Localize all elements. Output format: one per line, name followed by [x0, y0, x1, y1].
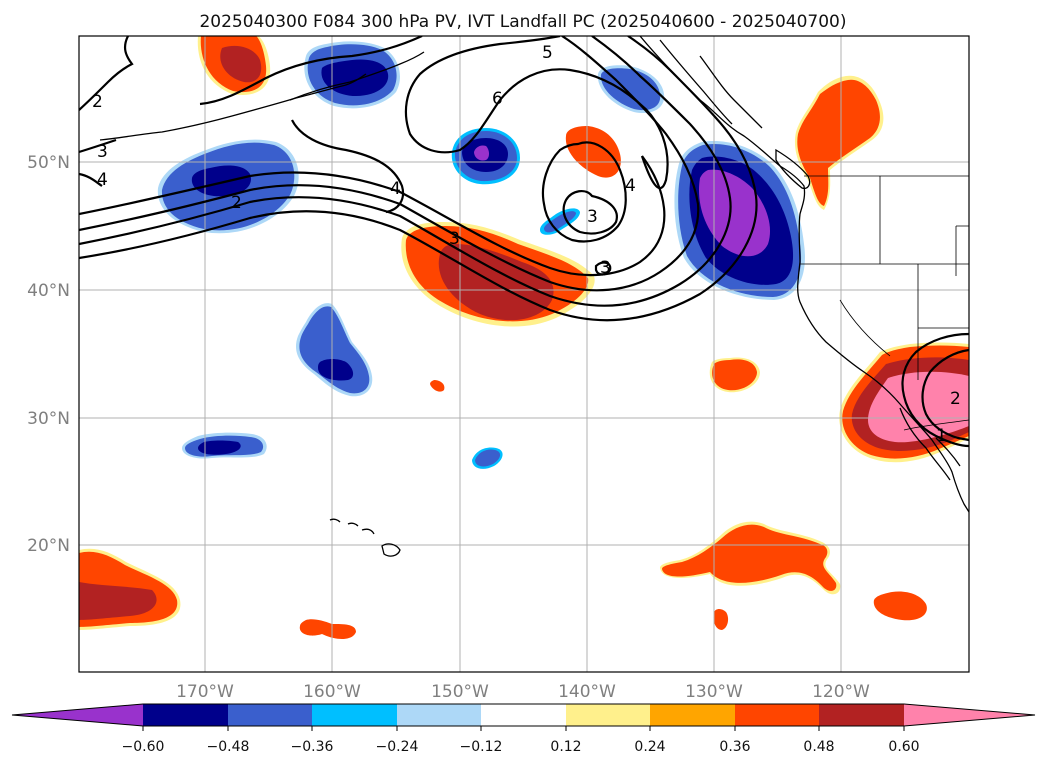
contour-label: 3 [449, 229, 460, 249]
positive-anomaly-subtropical-east [660, 357, 927, 630]
colorbar: −0.60 −0.48 −0.36 −0.24 −0.12 0.12 0.24 … [11, 703, 1036, 755]
lon-label: 170°W [176, 682, 234, 702]
colorbar-segment [650, 704, 735, 726]
colorbar-tick-label: −0.36 [291, 739, 334, 755]
contour-label: 3 [587, 207, 598, 227]
colorbar-extend-high [904, 704, 1035, 726]
contour-label: 2 [92, 92, 103, 112]
contour-line [594, 261, 612, 276]
colorbar-tick-label: 0.24 [634, 739, 665, 755]
negative-anomaly-subtropical-west [182, 303, 503, 469]
lat-label: 50°N [27, 153, 70, 173]
contour-label: 2 [950, 389, 961, 409]
colorbar-tick-label: −0.60 [122, 739, 165, 755]
colorbar-tick-label: 0.36 [719, 739, 750, 755]
lon-label: 160°W [303, 682, 361, 702]
colorbar-segment [735, 704, 819, 726]
plot-area: 2 3 4 2 6 5 4 3 3 3 4 1 2 [79, 36, 969, 672]
contour-line [562, 190, 618, 235]
contour-line [79, 36, 758, 322]
contour-line [79, 172, 103, 187]
contour-label: 4 [97, 170, 108, 190]
positive-anomaly-british-columbia [794, 75, 884, 210]
contour-line [404, 36, 669, 190]
contour-line [901, 332, 969, 448]
coastline-north-america [639, 36, 969, 513]
lon-label: 140°W [558, 682, 616, 702]
latitude-labels: 50°N 40°N 30°N 20°N [27, 153, 70, 556]
lat-label: 40°N [27, 281, 70, 301]
colorbar-tick-label: −0.24 [376, 739, 419, 755]
positive-anomaly-mid-pacific [401, 222, 595, 327]
contour-label: 6 [492, 89, 503, 109]
lat-label: 30°N [27, 409, 70, 429]
lon-label: 150°W [431, 682, 489, 702]
contour-line [79, 155, 666, 277]
colorbar-tick-label: 0.60 [888, 739, 919, 755]
colorbar-segment [143, 704, 228, 726]
colorbar-tick-label: −0.12 [460, 739, 503, 755]
coastlines [99, 36, 969, 557]
colorbar-tick-label: 0.48 [803, 739, 834, 755]
contour-line [79, 36, 732, 307]
colorbar-segment [312, 704, 397, 726]
colorbar-tick-label: −0.48 [207, 739, 250, 755]
lon-label: 120°W [812, 682, 870, 702]
contour-line [79, 36, 134, 111]
positive-anomaly-west-subtropics [79, 380, 445, 639]
lat-label: 20°N [27, 536, 70, 556]
contour-line [541, 141, 627, 243]
contour-line [199, 36, 423, 106]
pv-contours [79, 36, 969, 448]
colorbar-tick-label: 0.12 [550, 739, 581, 755]
positive-anomaly-gulf-of-alaska-north [197, 36, 271, 95]
figure-title: 2025040300 F084 300 hPa PV, IVT Landfall… [199, 12, 846, 32]
colorbar-segment [566, 704, 650, 726]
border-us-mexico [903, 419, 969, 431]
colorbar-ticks [142, 726, 905, 731]
contour-line [79, 138, 117, 154]
negative-anomaly-west-north-pacific [157, 139, 299, 234]
coastline-vancouver-island [775, 148, 811, 190]
contour-label: 4 [390, 179, 401, 199]
colorbar-segment [397, 704, 481, 726]
pv-contour-labels: 2 3 4 2 6 5 4 3 3 3 4 1 2 [92, 43, 961, 446]
colorbar-segment [481, 704, 566, 726]
contour-label: 2 [231, 193, 242, 213]
negative-anomaly-aleutian [304, 41, 400, 109]
map-frame [78, 35, 970, 673]
colorbar-extend-low [12, 704, 143, 726]
contour-label: 3 [600, 258, 611, 278]
contour-line [921, 348, 969, 442]
coastline-hawaii [329, 518, 401, 557]
coastline-inside-passage [659, 39, 763, 129]
contour-label: 3 [97, 142, 108, 162]
colorbar-segment [228, 704, 312, 726]
contour-label: 5 [542, 43, 553, 63]
contour-label: 4 [625, 176, 636, 196]
positive-anomaly-northeast-pacific [565, 126, 621, 178]
coastline-baja [899, 407, 961, 481]
contour-label: 1 [936, 426, 947, 446]
coastline-alaska-peninsula [289, 51, 425, 101]
contour-line [291, 119, 405, 214]
border-states [800, 176, 969, 380]
longitude-labels: 170°W 160°W 150°W 140°W 130°W 120°W [176, 682, 870, 702]
colorbar-segment [819, 704, 904, 726]
coastline-aleutians [99, 73, 367, 141]
lon-label: 130°W [685, 682, 743, 702]
pc-positive-shading [79, 36, 969, 639]
